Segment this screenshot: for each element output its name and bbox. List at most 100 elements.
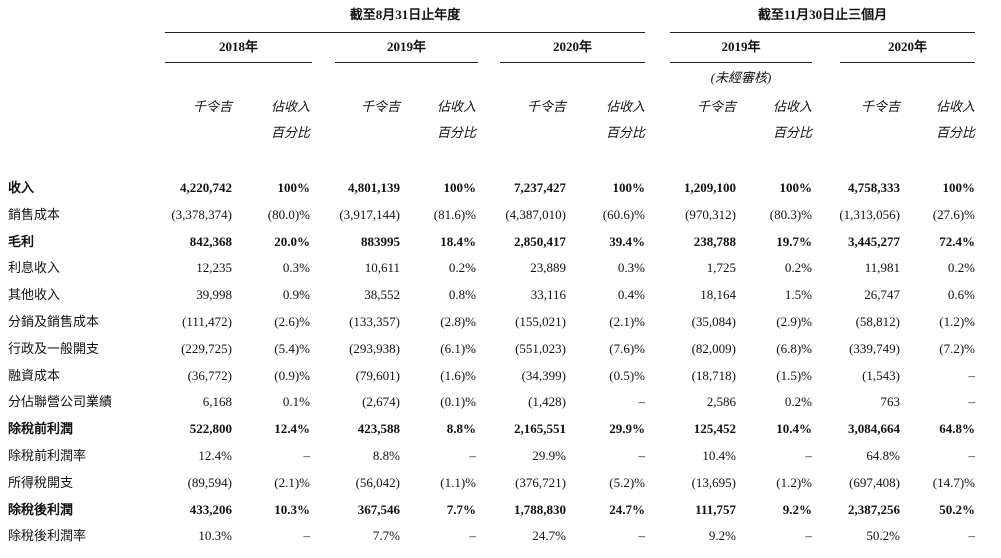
cell-value: (35,084): [691, 314, 736, 329]
cell-value: 763: [880, 394, 901, 410]
group-title: 截至8月31日止年度: [349, 7, 461, 22]
cell-pct: (0.9)%: [274, 367, 310, 383]
cell-pct: 100%: [277, 180, 311, 195]
cell-value: 423,588: [357, 421, 400, 437]
cell-pct: (0.5)%: [609, 367, 645, 383]
year-rule: [165, 62, 312, 63]
cell-value: (13,695): [691, 474, 736, 490]
cell-pct: 7.7%: [446, 501, 476, 517]
cell-pct: (2.6)%: [274, 314, 310, 329]
cell-pct: 0.8%: [448, 287, 476, 303]
row-label: 除稅前利潤率: [8, 448, 87, 463]
cell-pct: 39.4%: [609, 233, 645, 249]
cell-value: 2,387,256: [848, 501, 900, 517]
cell-pct: (1.5)%: [776, 367, 812, 383]
cell-value: 10.4%: [702, 448, 736, 463]
cell-value: (376,721): [515, 474, 566, 490]
cell-pct: –: [638, 394, 646, 410]
cell-pct: 0.2%: [784, 260, 812, 276]
cell-value: 9.2%: [708, 528, 736, 544]
cell-value: (3,917,144): [339, 206, 400, 222]
cell-value: 433,206: [189, 501, 232, 517]
cell-value: (4,387,010): [505, 206, 566, 222]
cell-pct: (60.6)%: [602, 206, 645, 222]
cell-value: 33,116: [530, 287, 566, 303]
cell-pct: 50.2%: [939, 501, 975, 517]
cell-pct: (7.2)%: [939, 340, 975, 356]
cell-value: 6,168: [202, 394, 232, 410]
row-label: 分銷及銷售成本: [8, 314, 100, 329]
row-label: 除稅前利潤: [8, 421, 74, 437]
cell-value: 50.2%: [866, 528, 900, 544]
cell-pct: –: [968, 394, 976, 410]
year: 2018年: [218, 39, 258, 54]
row-label: 分佔聯營公司業績: [8, 394, 113, 410]
cell-pct: (2.8)%: [440, 314, 476, 329]
cell-pct: 0.3%: [282, 260, 310, 276]
cell-value: (970,312): [685, 206, 736, 222]
cell-pct: –: [638, 528, 646, 544]
row-label: 其他收入: [8, 287, 61, 303]
cell-value: (3,378,374): [171, 206, 232, 222]
row-label: 除稅後利潤率: [8, 528, 87, 544]
cell-pct: (1.6)%: [440, 367, 476, 383]
cell-value: 4,220,742: [180, 180, 232, 195]
row-label: 毛利: [8, 233, 35, 249]
cell-pct: 100%: [612, 180, 646, 195]
cell-pct: 8.8%: [446, 421, 476, 437]
cell-pct: (2.1)%: [609, 314, 645, 329]
cell-pct: 0.1%: [282, 394, 310, 410]
unit: 千令吉: [360, 99, 400, 114]
cell-value: (155,021): [515, 314, 566, 329]
cell-pct: (6.1)%: [440, 340, 476, 356]
cell-pct: 19.7%: [776, 233, 812, 249]
cell-pct: (2.9)%: [776, 314, 812, 329]
cell-value: 11,981: [864, 260, 900, 276]
cell-pct: (7.6)%: [609, 340, 645, 356]
cell-pct: (81.6)%: [433, 206, 476, 222]
unit: 千令吉: [526, 99, 566, 114]
cell-pct: 100%: [779, 180, 813, 195]
cell-value: (551,023): [515, 340, 566, 356]
cell-value: 7.7%: [372, 528, 400, 544]
group-title: 截至11月30日止三個月: [757, 7, 888, 22]
row-label: 融資成本: [8, 367, 61, 383]
cell-pct: 10.4%: [776, 421, 812, 437]
cell-pct: (80.3)%: [769, 206, 812, 222]
pct-label: 百分比: [935, 125, 975, 140]
row-label: 銷售成本: [8, 206, 61, 222]
cell-value: 38,552: [364, 287, 400, 303]
cell-pct: (1.2)%: [776, 474, 812, 490]
pct-label: 佔收入: [270, 99, 310, 114]
unaudited-note: (未經審核): [710, 70, 772, 85]
cell-value: (293,938): [349, 340, 400, 356]
cell-pct: –: [968, 367, 976, 383]
cell-value: (56,042): [355, 474, 400, 490]
cell-pct: 0.2%: [784, 394, 812, 410]
cell-pct: 0.2%: [947, 260, 975, 276]
cell-value: 1,788,830: [514, 501, 566, 517]
year-rule: [670, 62, 812, 63]
cell-pct: (5.4)%: [274, 340, 310, 356]
cell-value: 10,611: [364, 260, 400, 276]
cell-value: (58,812): [855, 314, 900, 329]
cell-value: 12,235: [196, 260, 232, 276]
cell-value: (79,601): [355, 367, 400, 383]
cell-value: 4,801,139: [348, 180, 400, 195]
cell-value: 125,452: [693, 421, 736, 437]
year: 2020年: [887, 39, 927, 54]
cell-value: (1,428): [528, 394, 566, 410]
cell-value: 4,758,333: [848, 180, 900, 195]
cell-value: (2,674): [362, 394, 400, 410]
cell-value: (18,718): [691, 367, 736, 383]
cell-value: (1,313,056): [839, 206, 900, 222]
cell-value: (229,725): [181, 340, 232, 356]
year-rule: [840, 62, 975, 63]
cell-pct: 1.5%: [784, 287, 812, 303]
cell-pct: 72.4%: [939, 233, 975, 249]
year: 2019年: [721, 39, 761, 54]
cell-pct: (1.2)%: [939, 314, 975, 329]
year: 2019年: [386, 39, 426, 54]
pct-label: 百分比: [436, 125, 476, 140]
cell-value: 24.7%: [532, 528, 566, 544]
